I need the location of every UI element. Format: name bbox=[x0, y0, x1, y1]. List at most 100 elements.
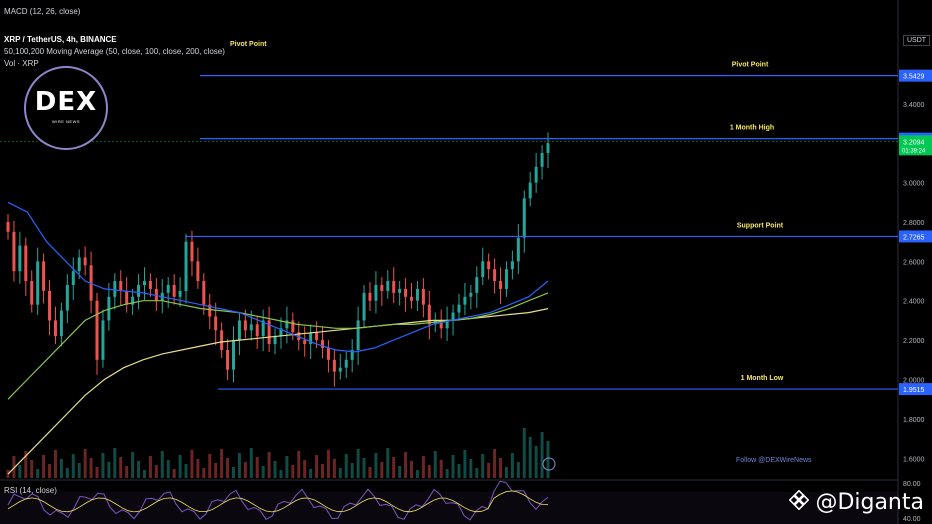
level-label: 1 Month Low bbox=[741, 375, 784, 382]
candle-body bbox=[59, 310, 63, 337]
volume-bar bbox=[469, 459, 473, 478]
level-price-tag-text: 2.7265 bbox=[903, 234, 925, 241]
candle-body bbox=[469, 292, 473, 297]
candle-body bbox=[516, 237, 520, 262]
candle-body bbox=[154, 288, 158, 301]
candle-body bbox=[362, 292, 366, 321]
volume-bar bbox=[504, 467, 508, 478]
volume-bar bbox=[528, 437, 532, 478]
pivot-point-left-label: Pivot Point bbox=[230, 41, 267, 48]
candle-body bbox=[273, 336, 277, 345]
volume-bar bbox=[71, 454, 75, 478]
volume-bar bbox=[279, 470, 283, 478]
volume-bar bbox=[83, 449, 87, 478]
volume-bar bbox=[534, 446, 538, 478]
volume-bar bbox=[493, 449, 497, 478]
candle-body bbox=[522, 198, 526, 238]
y-tick-label: 1.6000 bbox=[903, 456, 925, 463]
candle-body bbox=[344, 359, 348, 368]
watermark: @Diganta bbox=[789, 489, 924, 516]
candle-body bbox=[6, 221, 10, 232]
volume-bar bbox=[184, 464, 188, 478]
candle-body bbox=[546, 143, 550, 154]
candle-body bbox=[137, 284, 141, 297]
volume-bar bbox=[267, 452, 271, 478]
volume-bar bbox=[421, 456, 425, 478]
candle-body bbox=[231, 340, 235, 370]
y-tick-label: 2.4000 bbox=[903, 299, 925, 306]
volume-bar bbox=[516, 462, 520, 478]
candle-body bbox=[190, 241, 194, 262]
volume-bar bbox=[410, 461, 414, 478]
candle-body bbox=[326, 348, 330, 360]
volume-bar bbox=[510, 453, 514, 478]
watermark-text: @Diganta bbox=[815, 490, 924, 515]
rsi-line bbox=[7, 480, 549, 521]
candle-body bbox=[445, 320, 449, 329]
volume-bar bbox=[392, 457, 396, 478]
volume-bar bbox=[303, 460, 307, 478]
y-tick-label: 1.8000 bbox=[903, 417, 925, 424]
candle-body bbox=[83, 257, 87, 266]
volume-bar bbox=[415, 470, 419, 478]
candle-body bbox=[48, 290, 52, 321]
candle-body bbox=[493, 269, 497, 282]
candle-body bbox=[12, 231, 16, 272]
volume-bar bbox=[137, 461, 141, 478]
candle-body bbox=[36, 261, 40, 305]
candle-body bbox=[510, 261, 514, 270]
rsi-tick-label: 80.00 bbox=[903, 481, 921, 488]
volume-bar bbox=[315, 455, 319, 478]
volume-bar bbox=[113, 448, 117, 478]
volume-bar bbox=[42, 455, 46, 478]
candle-body bbox=[439, 320, 443, 329]
volume-bar bbox=[445, 469, 449, 478]
rsi-label: RSI (14, close) bbox=[4, 486, 57, 495]
volume-bar bbox=[350, 463, 354, 478]
candle-body bbox=[261, 320, 265, 337]
y-tick-label: 2.8000 bbox=[903, 220, 925, 227]
candle-body bbox=[415, 288, 419, 301]
candle-body bbox=[451, 312, 455, 321]
candle-body bbox=[42, 261, 46, 291]
candle-body bbox=[65, 284, 69, 311]
candle-body bbox=[368, 292, 372, 301]
volume-bar bbox=[368, 467, 372, 478]
chart-title: XRP / TetherUS, 4h, BINANCE bbox=[4, 35, 117, 44]
current-price-tag bbox=[899, 135, 932, 156]
rsi-ma-line bbox=[7, 490, 549, 513]
volume-bar bbox=[131, 452, 135, 478]
candle-body bbox=[113, 281, 117, 297]
volume-bar bbox=[338, 468, 342, 478]
volume-bar bbox=[178, 455, 182, 478]
volume-bar bbox=[196, 459, 200, 478]
candle-body bbox=[534, 166, 538, 183]
level-label: Pivot Point bbox=[732, 62, 769, 69]
volume-bar bbox=[160, 451, 164, 478]
candle-body bbox=[309, 332, 313, 345]
volume-bar bbox=[522, 428, 526, 478]
candle-body bbox=[172, 284, 176, 297]
candle-body bbox=[18, 245, 22, 272]
macd-label: MACD (12, 26, close) bbox=[4, 7, 81, 16]
volume-bar bbox=[309, 469, 313, 478]
currency-button[interactable]: USDT bbox=[903, 35, 931, 46]
candle-body bbox=[291, 320, 295, 333]
current-price-text: 3.2094 bbox=[903, 139, 925, 146]
level-price-tag bbox=[899, 230, 932, 243]
volume-bar bbox=[101, 453, 105, 478]
volume-bar bbox=[53, 450, 57, 478]
candle-body bbox=[421, 288, 425, 305]
volume-bar bbox=[249, 448, 253, 478]
volume-bar bbox=[481, 454, 485, 478]
volume-bar bbox=[190, 450, 194, 478]
volume-bar bbox=[30, 460, 34, 478]
candle-body bbox=[184, 241, 188, 291]
volume-bar bbox=[546, 441, 550, 478]
volume-bar bbox=[362, 458, 366, 478]
volume-bar bbox=[77, 463, 81, 478]
candle-body bbox=[267, 320, 271, 345]
volume-bar bbox=[297, 451, 301, 478]
volume-bar bbox=[326, 450, 330, 478]
